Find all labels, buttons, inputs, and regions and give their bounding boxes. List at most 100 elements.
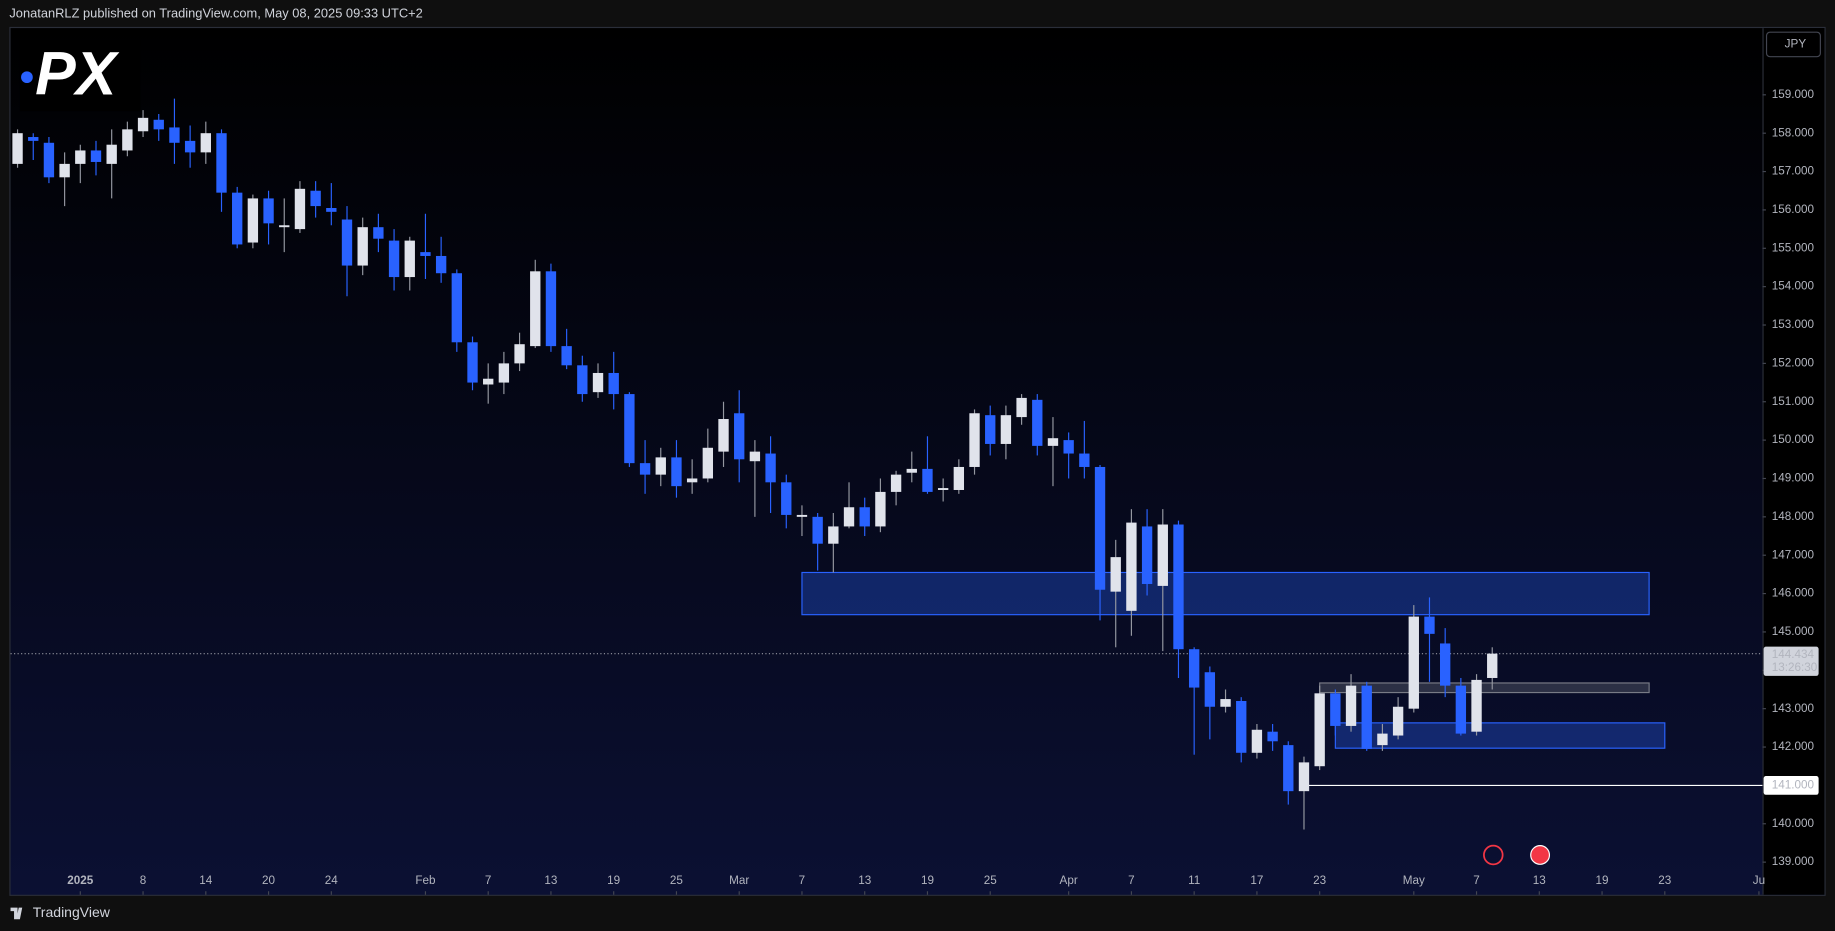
y-tick-label: 159.000 [1772, 88, 1815, 101]
candle-body [169, 127, 180, 143]
x-tick-label: 7 [485, 874, 492, 887]
candle-body [1361, 685, 1372, 749]
candle-body [608, 372, 619, 395]
currency-label[interactable]: JPY [1785, 38, 1807, 51]
candle-body [388, 240, 400, 278]
candle-body [702, 447, 714, 479]
x-tick-label: 14 [199, 874, 213, 887]
candle-body [592, 372, 604, 393]
candle-body [373, 227, 384, 239]
y-tick-label: 141.000 [1772, 778, 1815, 791]
candle-body [985, 415, 996, 444]
candle-body [279, 225, 290, 228]
candle-body [137, 117, 149, 132]
flag-icon[interactable] [1530, 845, 1551, 865]
x-tick-label: 19 [607, 874, 620, 887]
candle-body [1330, 693, 1341, 726]
x-tick-label: 13 [858, 874, 871, 887]
candle-body [875, 491, 886, 527]
y-tick-label: 150.000 [1772, 433, 1815, 446]
candle-body [1141, 526, 1153, 584]
candle-body [906, 468, 917, 473]
candle-body [624, 394, 635, 464]
x-tick-label: 20 [262, 874, 276, 887]
candle-body [1236, 700, 1247, 753]
currency-button[interactable] [1765, 31, 1821, 58]
candle-body [247, 198, 259, 243]
y-tick-label: 146.000 [1772, 587, 1815, 600]
candle-body [922, 468, 933, 492]
x-tick-label: 19 [1596, 874, 1609, 887]
candle-body [1110, 557, 1121, 592]
logo-dot [21, 71, 33, 84]
candle-body [232, 192, 243, 245]
y-tick-label: 145.000 [1772, 625, 1815, 638]
candle-body [890, 474, 902, 492]
countdown-label: 13:26:30 [1772, 661, 1818, 674]
candle-body [812, 516, 823, 544]
candle-body [828, 526, 839, 544]
candle-body [122, 129, 133, 151]
candle-body [435, 255, 447, 274]
candle-body [326, 208, 337, 212]
candle-body [765, 453, 776, 483]
candle-body [451, 273, 462, 343]
x-tick-label: Ju [1753, 874, 1765, 887]
x-tick-label: Feb [415, 874, 436, 887]
header-text: JonatanRLZ published on TradingView.com,… [9, 5, 422, 20]
candle-body [969, 413, 980, 467]
candle-body [357, 227, 368, 266]
candle-body [1424, 616, 1435, 634]
candles [12, 98, 1498, 830]
event-icon[interactable] [1483, 844, 1504, 866]
candle-body [59, 163, 70, 178]
x-tick-label: Mar [729, 874, 749, 887]
candle-body [1345, 685, 1357, 726]
candle-body [200, 133, 211, 153]
candle-body [1471, 679, 1482, 732]
x-tick-label: May [1403, 874, 1425, 887]
candle-body [184, 140, 196, 153]
y-tick-label: 153.000 [1772, 318, 1815, 331]
x-tick-label: 25 [984, 874, 998, 887]
x-tick-label: 7 [1473, 874, 1480, 887]
candle-body [216, 133, 227, 193]
candle-body [153, 119, 164, 130]
candle-body [294, 188, 306, 230]
y-tick-label: 139.000 [1772, 855, 1815, 868]
candle-body [1000, 415, 1012, 444]
logo-box [19, 40, 141, 112]
x-tick-label: 2025 [67, 874, 94, 887]
candle-body [1016, 397, 1027, 418]
y-tick-label: 158.000 [1772, 126, 1815, 139]
candle-body [75, 150, 86, 164]
y-tick-label: 152.000 [1772, 356, 1815, 369]
plot-area [9, 26, 1826, 896]
candle-body [1032, 399, 1043, 446]
y-tick-label: 143.000 [1772, 702, 1815, 715]
candle-body [498, 363, 510, 383]
candle-body [514, 344, 525, 364]
candle-body [1487, 653, 1498, 678]
candle-body [639, 463, 651, 475]
zone [1334, 722, 1666, 749]
brand-icon [10, 907, 23, 920]
last-price-label: 144.434 [1772, 648, 1815, 661]
candle-body [1439, 643, 1451, 686]
candle-body [671, 457, 682, 487]
x-tick-label: 7 [799, 874, 806, 887]
y-tick-label: 154.000 [1772, 280, 1815, 293]
x-tick-label: 23 [1658, 874, 1671, 887]
x-tick-label: 13 [544, 874, 557, 887]
x-tick-label: 24 [325, 874, 339, 887]
candle-body [1126, 522, 1137, 611]
x-tick-label: 8 [140, 874, 147, 887]
y-tick-label: 157.000 [1772, 165, 1815, 178]
candle-body [577, 365, 588, 395]
y-tick-label: 156.000 [1772, 203, 1815, 216]
candle-body [420, 252, 431, 256]
candle-body [530, 271, 541, 347]
candle-body [1283, 745, 1294, 792]
x-tick-label: 11 [1188, 874, 1200, 887]
